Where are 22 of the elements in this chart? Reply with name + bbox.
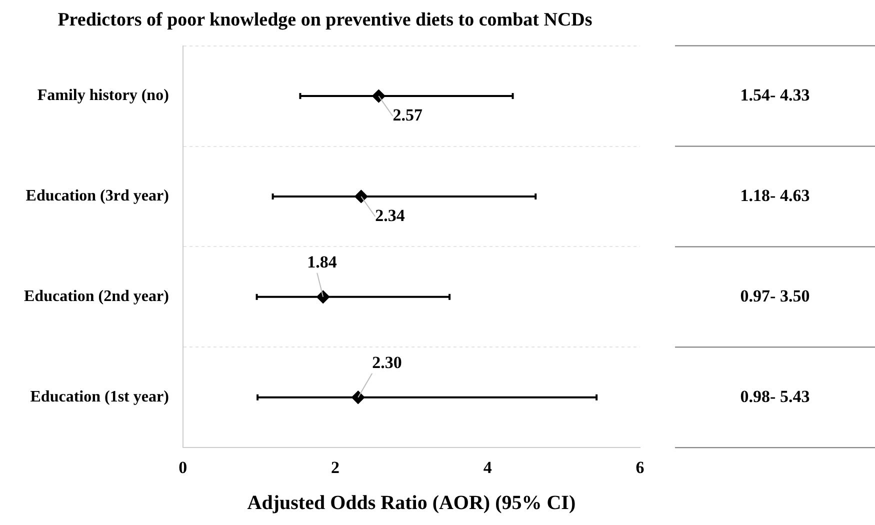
y-tick-label: Education (1st year): [30, 388, 169, 406]
data-label: 1.84: [307, 252, 338, 272]
y-tick-label: Education (2nd year): [24, 288, 169, 306]
x-tick-label: 4: [483, 458, 492, 478]
x-tick-label: 6: [636, 458, 644, 478]
data-label: 2.30: [372, 352, 402, 372]
text: 1.54- 4.33: [740, 85, 810, 104]
data-label: 2.57: [392, 105, 423, 124]
x-axis-title: Adjusted Odds Ratio (AOR) (95% CI): [247, 492, 576, 514]
x-tick-label: 2: [331, 458, 340, 478]
chart-title: Predictors of poor knowledge on preventive diets to combat NCDs: [58, 9, 592, 30]
point: [316, 290, 330, 304]
x-tick-label: 0: [178, 458, 188, 478]
point: [352, 390, 365, 404]
y-tick-label: Education (3rd year): [26, 188, 169, 205]
text: 1.18- 4.63: [740, 186, 810, 205]
data-label: 2.34: [375, 206, 406, 225]
text: 0.97- 3.50: [740, 286, 810, 306]
y-tick-label: Family history (no): [37, 87, 169, 104]
text: 0.98- 5.43: [740, 386, 810, 406]
point: [372, 90, 386, 103]
point: [354, 190, 368, 203]
